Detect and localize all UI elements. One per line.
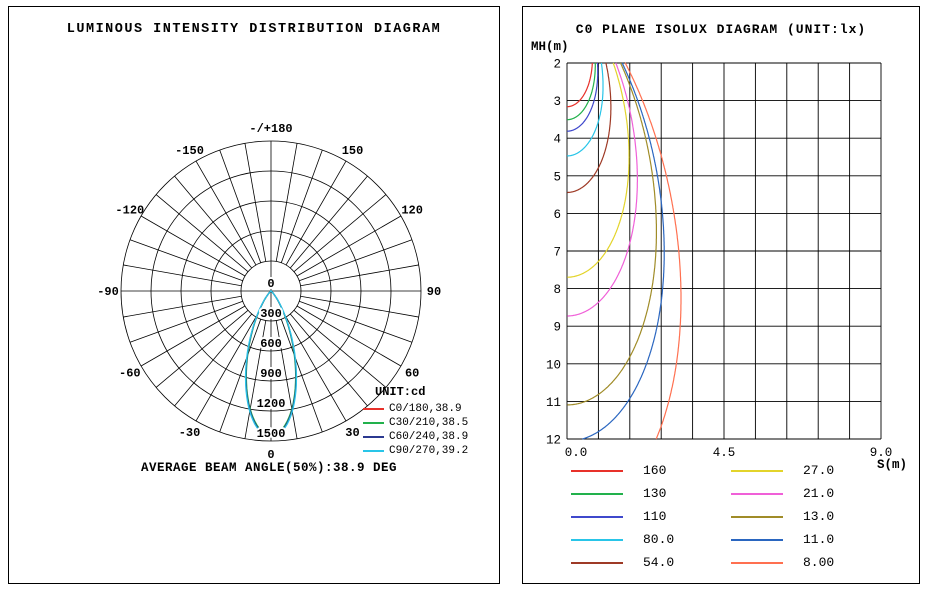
legend-value-54: 54.0 (643, 555, 675, 570)
isolux-legend-entry: 130 (571, 482, 731, 505)
x-axis-label: S(m) (877, 458, 908, 472)
cplane-legend: UNIT:cd C0/180,38.9 C30/210,38.5 C60/240… (363, 385, 499, 458)
angle-label: 150 (342, 144, 364, 158)
legend-line-c0 (363, 408, 384, 410)
average-beam-angle-text: AVERAGE BEAM ANGLE(50%):38.9 DEG (140, 461, 398, 475)
y-tick-label: 12 (546, 434, 561, 448)
isolux-legend: 160 130 110 80.0 54.0 27.0 21.0 13.0 (571, 459, 891, 574)
isolux-grid (566, 62, 882, 440)
legend-label-c0: C0/180,38.9 (389, 403, 462, 415)
isolux-legend-entry: 110 (571, 505, 731, 528)
intensity-distribution-panel: 0 300 600 900 1200 1500 -/+180 -150 150 -120 120 -9… (8, 6, 500, 584)
y-tick-label: 4 (553, 133, 561, 147)
y-tick-label: 3 (553, 95, 561, 109)
x-tick-label: 9.0 (870, 446, 893, 460)
legend-unit-label: UNIT:cd (375, 385, 426, 399)
isolux-curve-27.0 (567, 62, 630, 278)
legend-line-11 (731, 538, 783, 541)
legend-value-160: 160 (643, 463, 667, 478)
polar-grid (120, 140, 422, 442)
intensity-curve-c90 (244, 290, 298, 438)
isolux-curve-80.0 (566, 62, 604, 157)
legend-value-21: 21.0 (803, 486, 835, 501)
ring-value-label: 600 (260, 337, 282, 351)
legend-line-54 (571, 561, 623, 564)
ring-value-label: 1200 (257, 397, 286, 411)
legend-entry-c0: C0/180,38.9 (363, 402, 499, 416)
isolux-legend-entry: 80.0 (571, 528, 731, 551)
legend-entry-c30: C30/210,38.5 (363, 416, 499, 430)
legend-line-8 (731, 561, 783, 564)
angle-label: 60 (405, 367, 419, 381)
y-tick-label: 6 (553, 208, 561, 222)
legend-label-c30: C30/210,38.5 (389, 417, 469, 429)
angle-label: -/+180 (249, 122, 292, 136)
y-tick-label: 9 (553, 321, 561, 335)
angle-label: -90 (97, 285, 119, 299)
isolux-panel: 2 3 4 5 6 7 8 9 10 11 12 0.0 4.5 9.0 C0 PLANE ISOLUX … (522, 6, 920, 584)
isolux-diagram-title: C0 PLANE ISOLUX DIAGRAM (UNIT:lx) (575, 22, 867, 37)
legend-value-110: 110 (643, 509, 667, 524)
isolux-curve-160 (567, 63, 593, 108)
isolux-curve-110 (567, 63, 599, 132)
legend-line-13 (731, 515, 783, 518)
ring-value-label: 900 (260, 367, 282, 381)
isolux-curve-130 (567, 63, 596, 121)
legend-line-80 (571, 538, 623, 541)
legend-label-c90: C90/270,39.2 (389, 445, 469, 457)
y-tick-label: 10 (546, 358, 561, 372)
angle-label: -150 (175, 144, 204, 158)
legend-line-21 (731, 492, 783, 495)
isolux-curve-11.0 (582, 62, 665, 440)
isolux-legend-entry: 8.00 (731, 551, 891, 574)
legend-value-27: 27.0 (803, 463, 835, 478)
legend-entry-c90: C90/270,39.2 (363, 444, 499, 458)
ring-value-label: 1500 (257, 427, 286, 441)
ring-value-label: 300 (260, 307, 282, 321)
legend-value-11: 11.0 (803, 532, 835, 547)
isolux-curve-13.0 (567, 62, 657, 406)
isolux-curve-54.0 (567, 62, 612, 194)
angle-label: 90 (427, 285, 441, 299)
x-tick-label: 0.0 (565, 446, 588, 460)
isolux-chart-svg: 2 3 4 5 6 7 8 9 10 11 12 0.0 4.5 9.0 (546, 58, 893, 461)
legend-line-c30 (363, 422, 384, 424)
isolux-legend-entry: 160 (571, 459, 731, 482)
legend-value-130: 130 (643, 486, 667, 501)
legend-value-8: 8.00 (803, 555, 835, 570)
legend-line-130 (571, 492, 623, 495)
legend-label-c60: C60/240,38.9 (389, 431, 469, 443)
isolux-legend-entry: 54.0 (571, 551, 731, 574)
x-tick-label: 4.5 (713, 446, 736, 460)
angle-label: -60 (119, 367, 141, 381)
angle-label: 30 (345, 426, 359, 440)
isolux-curve-21.0 (567, 62, 638, 317)
y-axis-label: MH(m) (531, 40, 569, 54)
angle-label: 120 (401, 204, 423, 218)
legend-line-160 (571, 469, 623, 472)
legend-line-c90 (363, 450, 384, 452)
angle-label: 0 (267, 448, 274, 462)
isolux-legend-entry: 27.0 (731, 459, 891, 482)
isolux-curve-8.00 (624, 62, 682, 440)
ring-value-label: 0 (267, 277, 274, 291)
angle-label: -120 (115, 204, 144, 218)
y-tick-label: 2 (553, 58, 561, 72)
y-tick-label: 7 (553, 246, 561, 260)
legend-line-27 (731, 469, 783, 472)
y-tick-label: 11 (546, 396, 561, 410)
legend-value-13: 13.0 (803, 509, 835, 524)
legend-entry-c60: C60/240,38.9 (363, 430, 499, 444)
y-tick-label: 5 (553, 170, 561, 184)
angle-label: -30 (179, 426, 201, 440)
legend-line-110 (571, 515, 623, 518)
isolux-legend-entry: 13.0 (731, 505, 891, 528)
y-tick-label: 8 (553, 283, 561, 297)
intensity-diagram-title: LUMINOUS INTENSITY DISTRIBUTION DIAGRAM (66, 22, 442, 37)
legend-line-c60 (363, 436, 384, 438)
isolux-legend-entry: 11.0 (731, 528, 891, 551)
legend-value-80: 80.0 (643, 532, 675, 547)
isolux-legend-entry: 21.0 (731, 482, 891, 505)
